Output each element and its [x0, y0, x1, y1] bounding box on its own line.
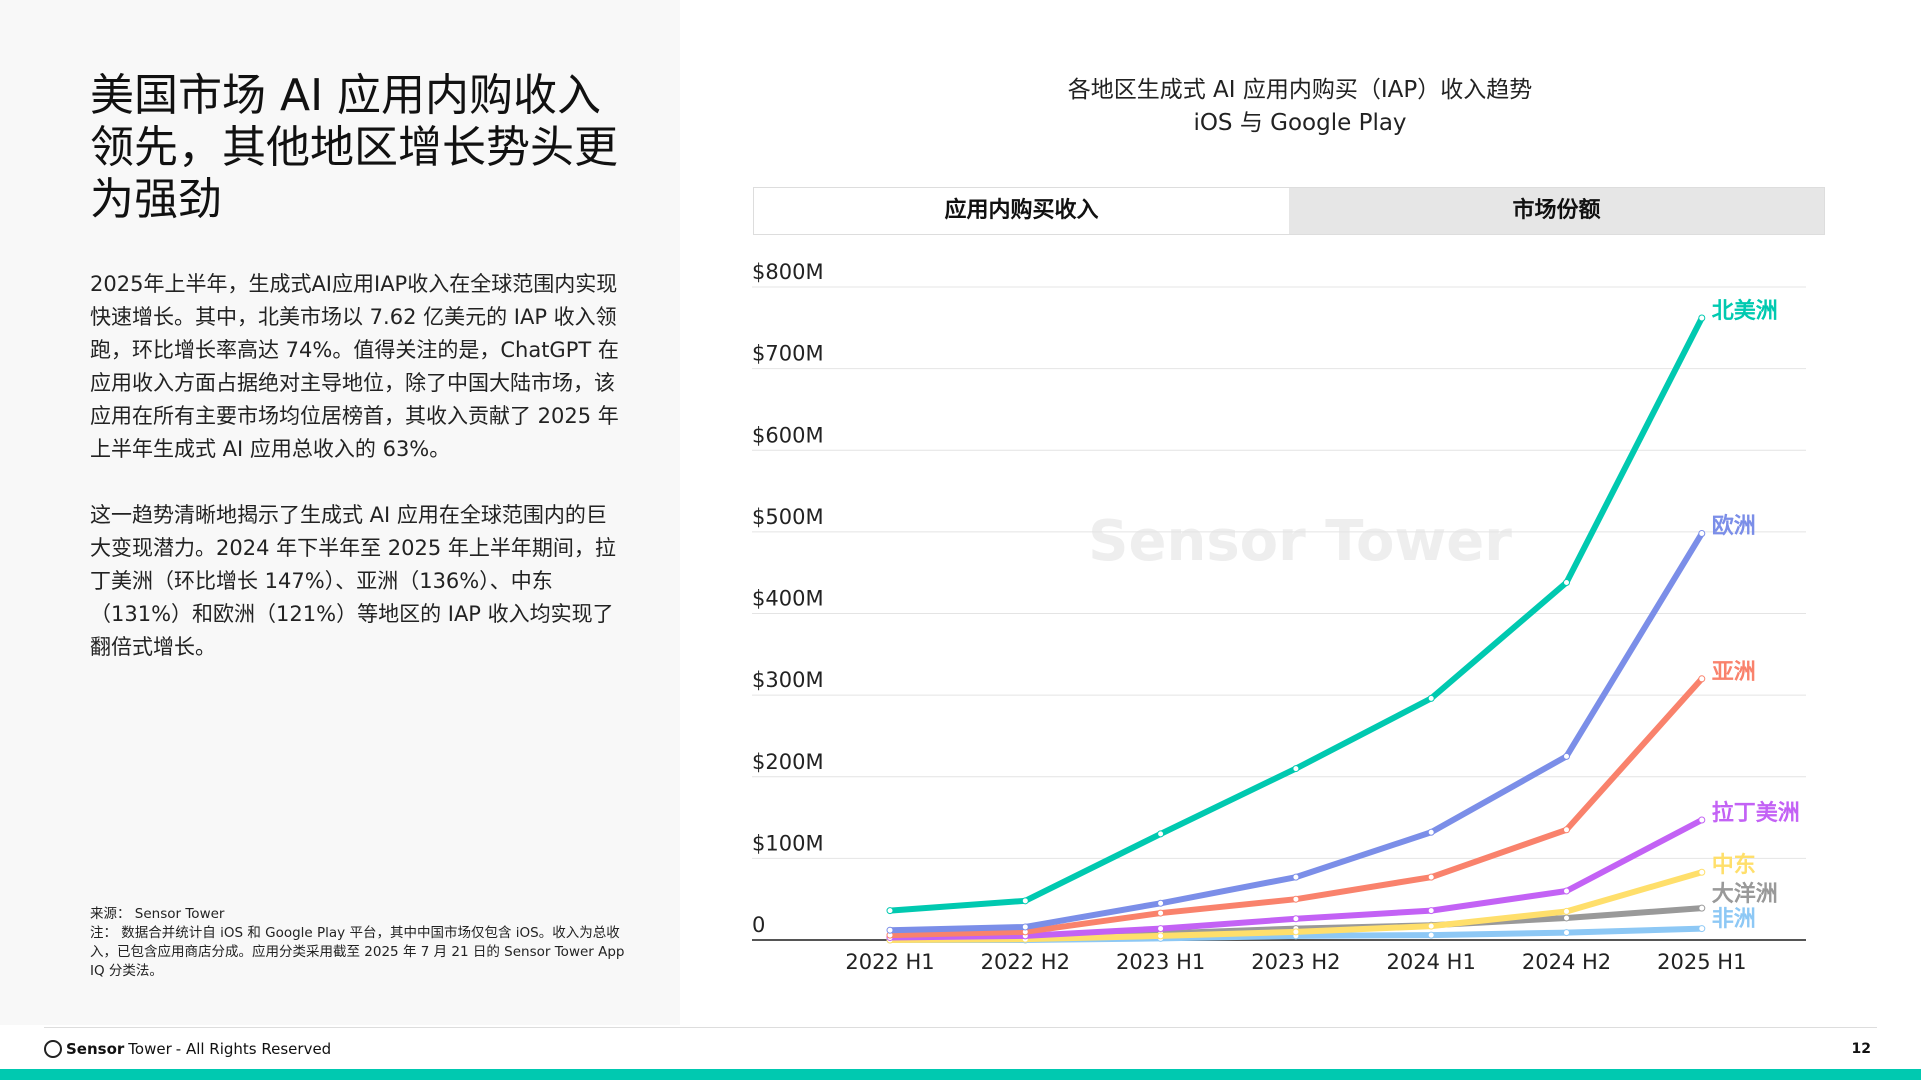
source-text: 来源： Sensor Tower [90, 906, 225, 922]
body-text: 2025年上半年，生成式AI应用IAP收入在全球范围内实现快速增长。其中，北美市… [90, 268, 620, 697]
data-point [1563, 752, 1570, 760]
series-line [887, 530, 1705, 934]
data-point [1698, 816, 1706, 824]
footer-divider [44, 1027, 1877, 1028]
data-point [1427, 828, 1435, 836]
series-line [887, 315, 1705, 914]
series-label: 拉丁美洲 [1712, 800, 1800, 826]
data-point [1563, 578, 1570, 586]
data-point [1157, 909, 1165, 917]
data-point [1427, 922, 1435, 930]
data-point [1427, 694, 1435, 702]
x-tick-label: 2022 H1 [845, 950, 934, 974]
sensor-tower-logo-icon [44, 1040, 62, 1058]
x-tick-label: 2022 H2 [981, 950, 1070, 974]
x-tick-label: 2024 H2 [1522, 950, 1611, 974]
y-tick-label: $600M [752, 423, 824, 447]
data-point [1292, 765, 1300, 773]
footer: Sensor Tower - All Rights Reserved [44, 1040, 331, 1058]
page-title: 美国市场 AI 应用内购收入领先，其他地区增长势头更为强劲 [90, 70, 618, 225]
data-point [886, 907, 894, 915]
data-point [1698, 675, 1706, 683]
y-tick-label: 0 [752, 913, 765, 937]
data-point [1698, 314, 1706, 322]
data-point [1292, 895, 1300, 903]
data-point [1563, 907, 1570, 915]
data-point [1698, 904, 1706, 912]
data-point [1157, 830, 1165, 838]
y-tick-label: $400M [752, 587, 824, 611]
data-point [1563, 826, 1570, 834]
tab-market-share[interactable]: 市场份额 [1512, 198, 1601, 223]
left-panel [0, 0, 680, 1025]
y-tick-label: $300M [752, 668, 824, 692]
data-point [1292, 928, 1300, 936]
series-label: 欧洲 [1712, 513, 1756, 539]
y-tick-label: $200M [752, 750, 824, 774]
page-number: 12 [1851, 1041, 1871, 1057]
chart-title: 各地区生成式 AI 应用内购买（IAP）收入趋势 [1067, 77, 1533, 103]
chart-subtitle: iOS 与 Google Play [1193, 110, 1407, 136]
data-point [1427, 931, 1435, 939]
x-tick-label: 2023 H1 [1116, 950, 1205, 974]
data-point [1021, 897, 1029, 905]
line-chart: Sensor Tower 0 $100M $200M $300M $400M $500M $… [752, 260, 1806, 974]
y-tick-label: $100M [752, 831, 824, 855]
y-tick-label: $700M [752, 342, 824, 366]
data-point [1427, 873, 1435, 881]
data-point [1698, 925, 1706, 933]
data-point [1157, 925, 1165, 933]
data-point [1698, 530, 1706, 538]
tab-iap-revenue[interactable]: 应用内购买收入 [754, 188, 1289, 234]
data-point [1698, 868, 1706, 876]
x-tick-label: 2025 H1 [1657, 950, 1746, 974]
series-label: 北美洲 [1712, 298, 1778, 324]
x-tick-label: 2023 H2 [1251, 950, 1340, 974]
paragraph: 2025年上半年，生成式AI应用IAP收入在全球范围内实现快速增长。其中，北美市… [90, 272, 619, 461]
brand: Tower [128, 1040, 172, 1058]
data-point [1157, 899, 1165, 907]
data-point [1157, 932, 1165, 940]
data-point [1292, 873, 1300, 881]
data-point [1427, 907, 1435, 915]
y-tick-label: $500M [752, 505, 824, 529]
notes: 来源： Sensor Tower 注： 数据合并统计自 iOS 和 Google… [90, 905, 630, 981]
data-point [1563, 887, 1570, 895]
rights-text: - All Rights Reserved [175, 1040, 332, 1058]
series-label: 中东 [1712, 852, 1756, 878]
data-point [1563, 929, 1570, 937]
data-point [886, 926, 894, 934]
brand-bold: Sensor [66, 1040, 125, 1058]
data-point [1292, 915, 1300, 923]
series-label: 大洋洲 [1712, 881, 1778, 907]
note-text: 注： 数据合并统计自 iOS 和 Google Play 平台，其中中国市场仅包… [90, 925, 625, 979]
watermark: Sensor Tower [1088, 509, 1512, 574]
paragraph: 这一趋势清晰地揭示了生成式 AI 应用在全球范围内的巨大变现潜力。2024 年下… [90, 503, 616, 659]
data-point [1021, 923, 1029, 931]
y-tick-label: $800M [752, 260, 824, 284]
tab-bar: 应用内购买收入 市场份额 [753, 187, 1825, 235]
data-point [1563, 914, 1570, 922]
series-label: 非洲 [1712, 907, 1756, 932]
series-label: 亚洲 [1712, 660, 1756, 685]
footer-accent-bar [0, 1069, 1921, 1080]
x-tick-label: 2024 H1 [1387, 950, 1476, 974]
